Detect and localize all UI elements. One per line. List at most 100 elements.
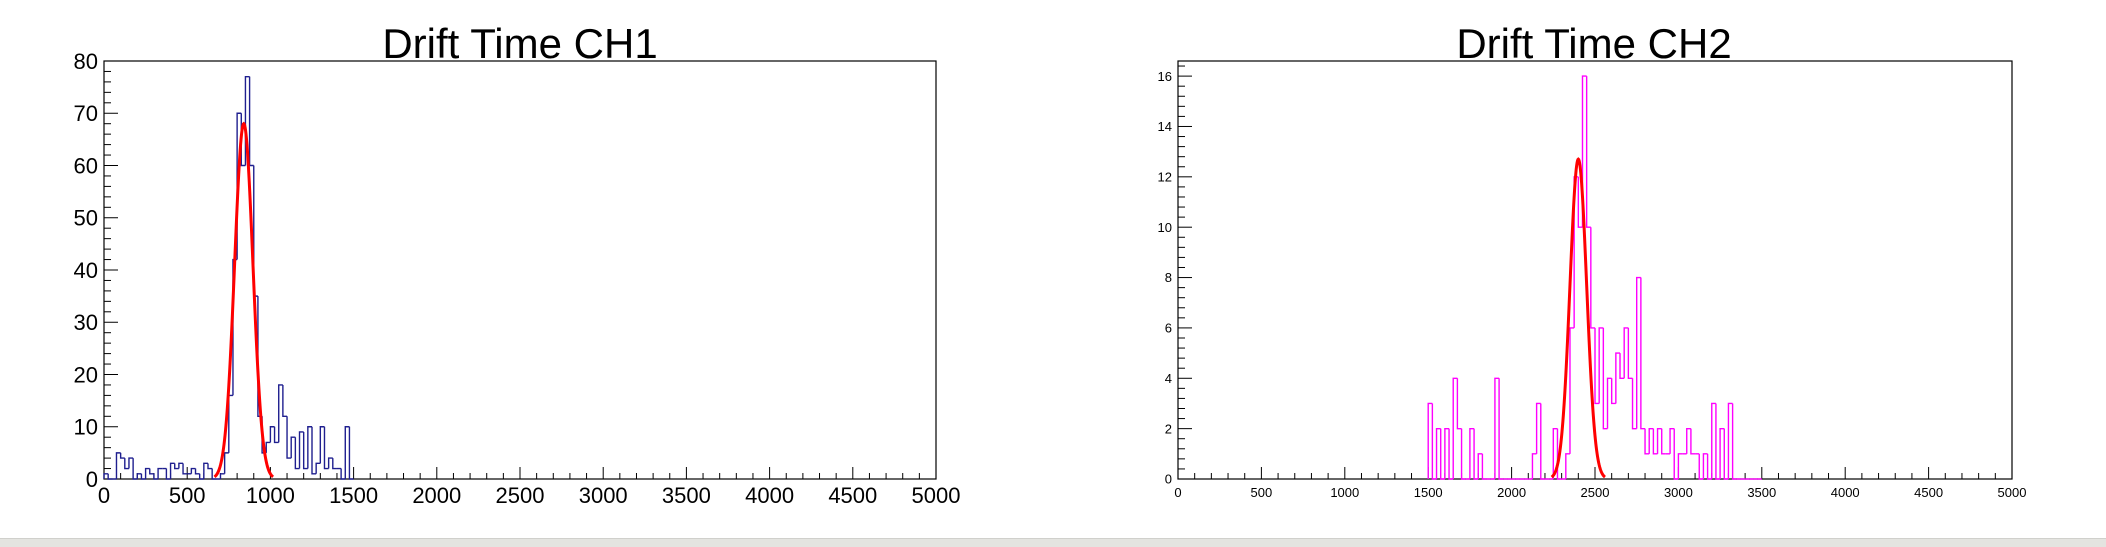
histogram-bin: [207, 463, 213, 470]
histogram-bin: [1677, 453, 1683, 479]
x-tick-label: 5000: [1998, 485, 2027, 500]
histogram-bin: [119, 452, 125, 459]
histogram-bin: [1652, 428, 1658, 455]
histogram-bin: [194, 468, 200, 475]
histogram-bin: [1715, 403, 1721, 480]
plot-frame: [1177, 60, 2013, 480]
histogram-bin: [190, 467, 196, 474]
x-tick-label: 3500: [1747, 485, 1776, 500]
histogram-bin: [1594, 327, 1600, 405]
y-tick-label: 0: [86, 467, 98, 492]
histogram-bin: [1590, 227, 1595, 329]
histogram-bin: [340, 468, 346, 480]
histogram-bin: [1690, 428, 1696, 455]
x-ticks: [103, 467, 937, 479]
y-tick-label: 30: [74, 310, 98, 335]
histogram-bin: [1727, 402, 1733, 479]
y-tick-labels: 0 10 20 30 40 50 60 70 80: [74, 49, 98, 492]
histogram-bin: [1598, 327, 1604, 404]
x-tick-label: 1000: [1330, 485, 1359, 500]
histogram-bin: [1686, 427, 1691, 454]
gaussian-fit: [213, 121, 275, 479]
x-tick-label: 2500: [1581, 485, 1610, 500]
x-tick-label: 1500: [1414, 485, 1443, 500]
histogram-bin: [332, 458, 337, 470]
y-tick-label: 20: [74, 362, 98, 387]
histogram-bin: [1723, 428, 1729, 480]
histogram-bin: [178, 462, 184, 469]
x-tick-label: 4500: [1914, 485, 1943, 500]
histogram-bin: [1435, 427, 1441, 479]
y-tick-label: 8: [1165, 270, 1172, 285]
x-tick-label: 500: [1251, 485, 1273, 500]
histogram-bin: [327, 457, 333, 469]
x-ticks: [1177, 467, 2013, 479]
histogram-bin: [302, 431, 308, 470]
y-tick-label: 10: [1158, 220, 1172, 235]
chart-title: Drift Time CH2: [1456, 20, 1731, 67]
histogram-bin: [1469, 427, 1475, 479]
histogram-bin: [228, 394, 233, 453]
chart-title: Drift Time CH1: [382, 20, 657, 67]
histogram-bin: [278, 384, 283, 443]
histogram-bin: [1531, 453, 1537, 479]
histogram-bin: [1556, 428, 1562, 480]
histogram-bin: [348, 426, 354, 480]
histogram-bin: [290, 436, 296, 459]
y-tick-label: 12: [1158, 170, 1172, 185]
y-tick-label: 50: [74, 206, 98, 231]
histogram-ch2-panel: Drift Time CH2 0 500 1000 1500 2000 2500 3000 3…: [1158, 20, 2027, 500]
histogram-bin: [269, 426, 275, 443]
histogram-bin: [1698, 453, 1704, 480]
histogram-bin: [294, 437, 300, 470]
histogram-bin: [1481, 453, 1487, 480]
histogram-bin: [1719, 427, 1725, 479]
histogram-bin: [182, 463, 188, 475]
histogram-bars: [1427, 75, 1762, 480]
y-tick-label: 80: [74, 49, 98, 74]
histogram-bin: [103, 473, 109, 479]
histogram-bin: [107, 473, 113, 480]
histogram-bin: [1498, 378, 1504, 480]
histogram-bin: [211, 468, 217, 480]
histogram-bin: [203, 462, 208, 479]
histogram-bin: [1460, 428, 1466, 480]
y-tick-label: 0: [1165, 472, 1172, 487]
histogram-bin: [198, 473, 204, 480]
x-tick-labels: 0 500 1000 1500 2000 2500 3000 3500 4000 4500 5000: [98, 483, 961, 508]
histogram-bin: [1456, 378, 1462, 430]
histogram-bin: [1444, 427, 1450, 479]
gaussian-fit: [1550, 157, 1606, 479]
y-tick-labels: 0 2 4 6 8 10 12 14 16: [1158, 69, 1172, 487]
histogram-bin: [319, 426, 325, 464]
histogram-bin: [1648, 427, 1654, 454]
histogram-bin: [1565, 453, 1570, 479]
histogram-bin: [1673, 428, 1679, 480]
y-tick-label: 10: [74, 415, 98, 440]
x-tick-label: 2500: [496, 483, 545, 508]
x-tick-label: 3500: [662, 483, 711, 508]
histogram-bin: [1610, 378, 1616, 405]
x-tick-label: 4000: [1831, 485, 1860, 500]
histogram-bin: [1477, 453, 1483, 479]
histogram-bin: [174, 463, 179, 470]
histogram-bin: [1602, 327, 1608, 430]
histogram-bin: [307, 426, 312, 469]
histogram-bin: [1702, 453, 1708, 479]
histogram-bin: [1615, 352, 1621, 404]
histogram-bin: [315, 462, 321, 474]
x-tick-label: 4000: [745, 483, 794, 508]
x-tick-label: 4500: [828, 483, 877, 508]
histogram-bin: [144, 467, 150, 479]
histogram-bin: [298, 431, 304, 469]
histogram-bin: [1711, 402, 1716, 479]
histogram-bin: [1569, 327, 1575, 454]
histogram-bin: [1619, 353, 1625, 379]
histogram-bin: [1644, 428, 1650, 455]
histogram-ch1-panel: Drift Time CH1 0 500 1000 1500 2000 2500 3000 3…: [74, 20, 961, 508]
histogram-bin: [323, 426, 329, 470]
histogram-bin: [1631, 378, 1637, 430]
x-tick-label: 5000: [912, 483, 961, 508]
histogram-bin: [282, 384, 288, 417]
histogram-bin: [1535, 402, 1541, 454]
